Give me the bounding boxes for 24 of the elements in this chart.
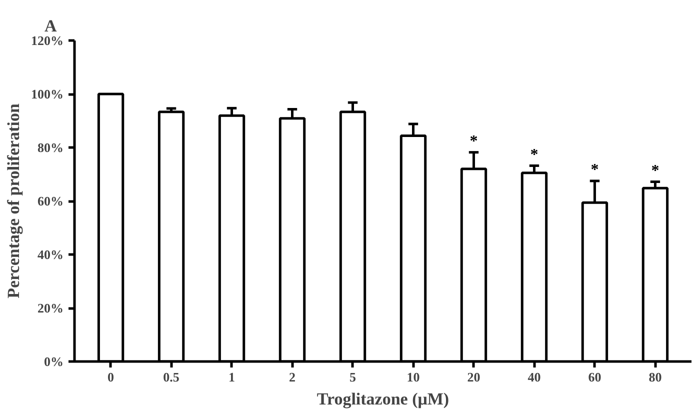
y-tick-label: 0% (44, 354, 64, 369)
annotation: * (590, 162, 599, 179)
annotation: * (530, 146, 538, 164)
y-tick-label: 120% (31, 33, 64, 48)
y-tick-label: 100% (31, 86, 64, 102)
x-tick-label: 10 (406, 370, 420, 384)
y-tick-label: 40% (38, 247, 64, 262)
x-tick-label: 2 (289, 370, 296, 384)
x-tick-label: 0 (108, 370, 114, 384)
x-tick-label: 5 (350, 370, 357, 384)
y-axis-title: Percentage of proliferation (4, 103, 23, 298)
annotation: * (470, 133, 478, 150)
x-tick-label: 80 (648, 370, 662, 384)
annotation: * (651, 162, 660, 180)
x-tick-label: 0.5 (163, 370, 180, 384)
x-tick-label: 20 (467, 370, 480, 384)
x-tick-label: 60 (588, 370, 602, 384)
y-tick-label: 60% (38, 194, 64, 208)
chart-title: A (44, 16, 58, 36)
x-tick-label: 40 (528, 370, 541, 384)
y-tick-label: 20% (38, 300, 64, 316)
x-tick-label: 1 (228, 370, 236, 384)
y-tick-label: 80% (38, 140, 64, 155)
x-axis-title: Troglitazone (μM) (316, 390, 450, 408)
